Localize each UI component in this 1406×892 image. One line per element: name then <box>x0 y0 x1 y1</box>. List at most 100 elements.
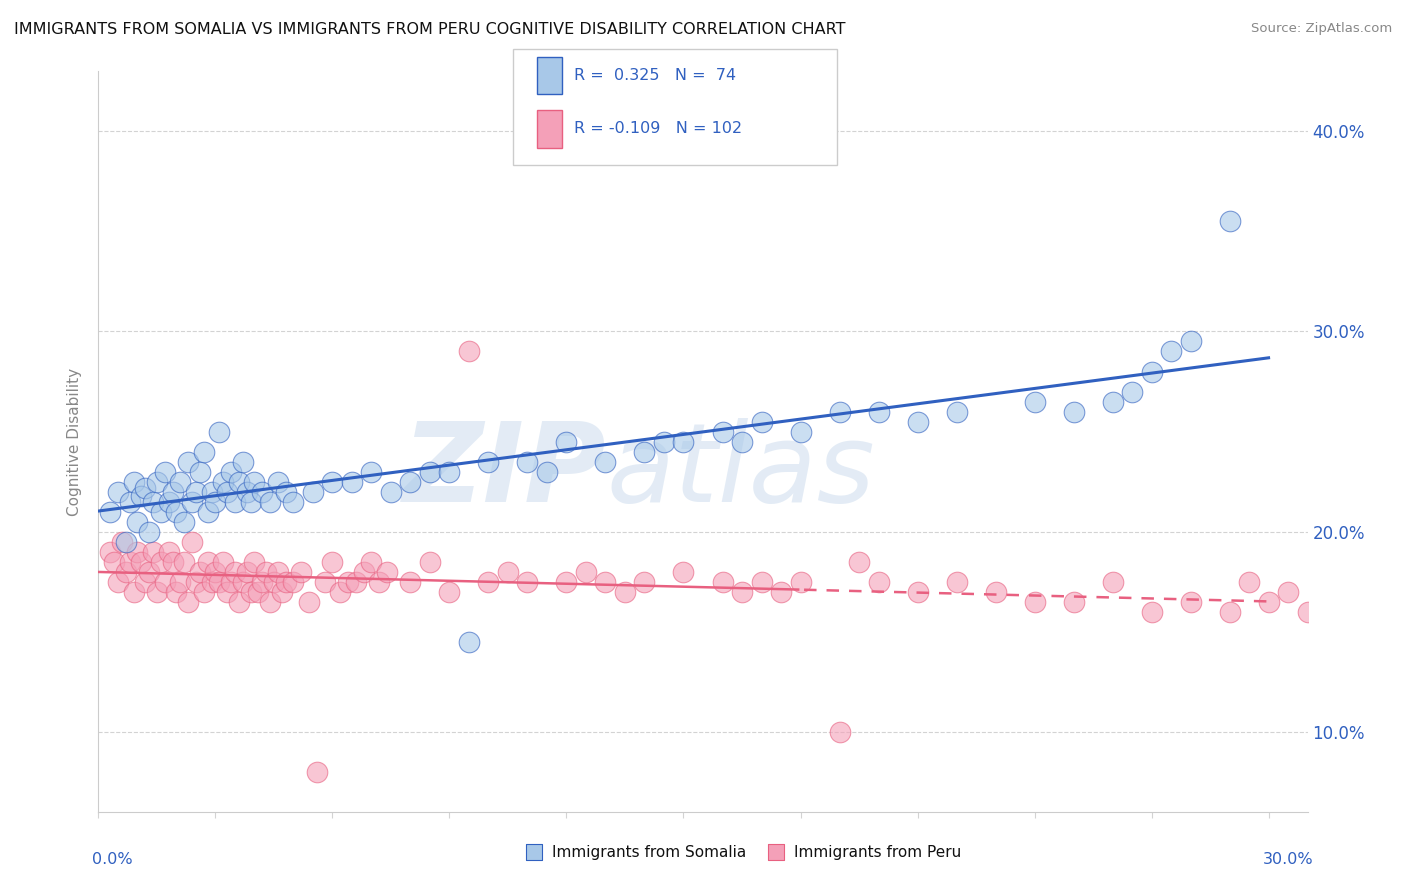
Point <box>1121 384 1143 399</box>
Point <box>173 515 195 529</box>
Point <box>169 475 191 489</box>
Point <box>828 724 851 739</box>
Point <box>127 544 149 558</box>
Point <box>652 434 675 449</box>
Point <box>731 584 754 599</box>
Point <box>536 465 558 479</box>
Point <box>224 565 246 579</box>
Point <box>204 494 226 508</box>
Point <box>259 594 281 608</box>
Point <box>162 484 184 499</box>
Point <box>118 555 141 569</box>
Point <box>247 584 270 599</box>
Point <box>399 475 422 489</box>
Point <box>375 565 398 579</box>
Point <box>184 574 207 589</box>
Point <box>907 584 929 599</box>
Point <box>232 574 254 589</box>
Point <box>153 465 176 479</box>
Point <box>595 574 617 589</box>
Point <box>235 565 257 579</box>
Point <box>235 484 257 499</box>
Point <box>270 584 292 599</box>
Point <box>751 415 773 429</box>
Point <box>224 494 246 508</box>
Point <box>197 505 219 519</box>
Point <box>305 764 328 779</box>
Point <box>157 544 180 558</box>
Point <box>1316 594 1339 608</box>
Point <box>188 465 211 479</box>
Point <box>360 465 382 479</box>
Point <box>217 584 239 599</box>
Point <box>439 465 461 479</box>
Point <box>302 484 325 499</box>
Point <box>107 574 129 589</box>
Point <box>360 555 382 569</box>
Point <box>290 565 312 579</box>
Point <box>263 574 285 589</box>
Point <box>267 475 290 489</box>
Point <box>633 574 655 589</box>
Point <box>197 555 219 569</box>
Point <box>1257 594 1279 608</box>
Point <box>228 594 250 608</box>
Point <box>496 565 519 579</box>
Point <box>212 555 235 569</box>
Point <box>239 494 262 508</box>
Point <box>118 494 141 508</box>
Point <box>177 454 200 468</box>
Point <box>114 534 136 549</box>
Point <box>711 574 734 589</box>
Text: 0.0%: 0.0% <box>93 853 134 867</box>
Point <box>204 565 226 579</box>
Point <box>380 484 402 499</box>
Text: R =  0.325   N =  74: R = 0.325 N = 74 <box>574 68 735 83</box>
Point <box>672 434 695 449</box>
Point <box>595 454 617 468</box>
Point <box>1374 594 1396 608</box>
Point <box>1219 605 1241 619</box>
Y-axis label: Cognitive Disability: Cognitive Disability <box>67 368 83 516</box>
Point <box>419 555 441 569</box>
Point <box>103 555 125 569</box>
Point <box>458 634 481 648</box>
Point <box>165 505 187 519</box>
Point <box>127 515 149 529</box>
Point <box>131 489 153 503</box>
Point <box>321 475 343 489</box>
Point <box>298 594 321 608</box>
Point <box>789 425 811 439</box>
Point <box>1063 404 1085 418</box>
Point <box>208 425 231 439</box>
Point <box>181 494 204 508</box>
Text: Immigrants from Peru: Immigrants from Peru <box>793 845 960 860</box>
Point <box>219 465 242 479</box>
Point <box>165 584 187 599</box>
Point <box>321 555 343 569</box>
Point <box>1101 574 1123 589</box>
Point <box>274 484 297 499</box>
Point <box>329 584 352 599</box>
Point <box>340 475 363 489</box>
Point <box>575 565 598 579</box>
Point <box>111 534 134 549</box>
Text: R = -0.109   N = 102: R = -0.109 N = 102 <box>574 121 742 136</box>
Point <box>193 444 215 458</box>
Point <box>208 574 231 589</box>
Text: atlas: atlas <box>606 417 875 524</box>
Point <box>122 475 145 489</box>
Point <box>254 565 277 579</box>
Point <box>173 555 195 569</box>
Point <box>122 584 145 599</box>
Point <box>134 481 156 495</box>
Point <box>114 565 136 579</box>
Point <box>184 484 207 499</box>
Point <box>711 425 734 439</box>
Point <box>848 555 870 569</box>
Point <box>1063 594 1085 608</box>
Point <box>945 404 967 418</box>
Point <box>353 565 375 579</box>
Text: ZIP: ZIP <box>402 417 606 524</box>
Text: Immigrants from Somalia: Immigrants from Somalia <box>551 845 747 860</box>
